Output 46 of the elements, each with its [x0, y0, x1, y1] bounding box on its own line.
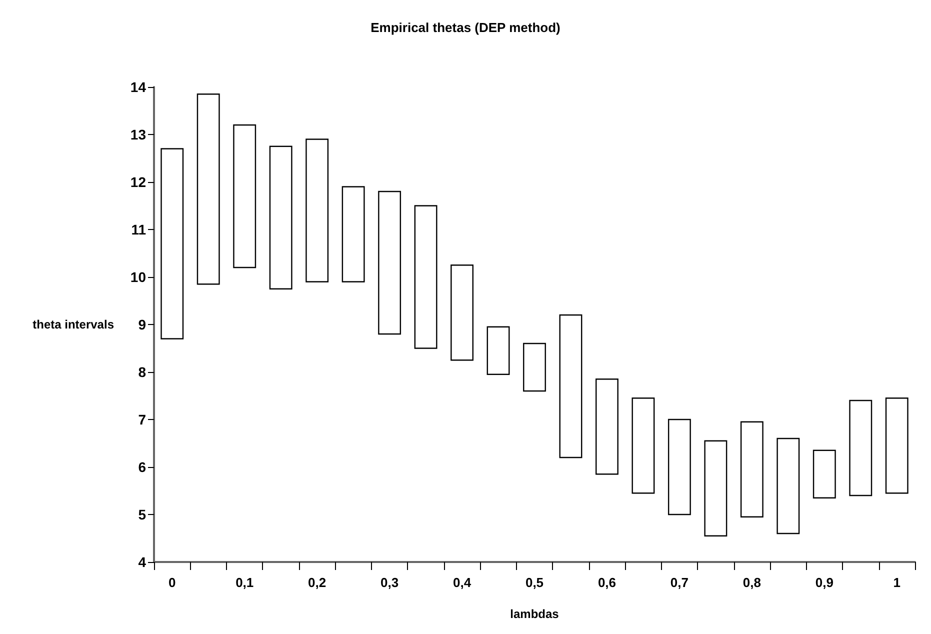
x-tick-label: 0	[168, 575, 176, 590]
bar	[414, 205, 438, 349]
y-axis-title: theta intervals	[32, 318, 114, 332]
y-tick-label: 9	[138, 316, 146, 332]
y-tick-label: 4	[138, 554, 146, 570]
bar	[596, 378, 618, 475]
bar	[233, 124, 256, 268]
x-tick-label: 0,4	[452, 575, 472, 590]
chart-title: Empirical thetas (DEP method)	[370, 20, 560, 35]
y-tick-label: 10	[130, 269, 146, 285]
bar	[342, 186, 365, 282]
bar	[704, 440, 728, 536]
bar	[740, 421, 764, 518]
bar	[559, 314, 582, 458]
x-tick-label: 0,9	[815, 575, 834, 590]
x-tick-label: 0,2	[308, 575, 326, 590]
bar	[632, 398, 655, 494]
y-tick-label: 12	[130, 174, 146, 190]
y-tick-label: 7	[138, 412, 146, 428]
bar	[306, 138, 329, 282]
x-tick-label: 0,1	[236, 575, 254, 590]
x-tick-label: 0,5	[525, 575, 544, 590]
y-tick-label: 11	[131, 222, 146, 238]
x-tick-label: 0,3	[380, 575, 399, 590]
x-tick-label: 0,6	[598, 575, 616, 590]
y-tick-label: 5	[138, 506, 146, 522]
bar	[269, 146, 292, 290]
bar	[668, 418, 691, 516]
bar	[450, 264, 474, 361]
x-tick-label: 0,8	[742, 575, 761, 590]
bar	[849, 400, 872, 496]
y-tick-label: 14	[130, 79, 146, 95]
x-axis-title: lambdas	[510, 607, 560, 621]
y-tick-label: 13	[130, 126, 146, 142]
bar	[812, 450, 836, 498]
y-tick-label: 6	[138, 459, 146, 475]
x-tick-label: 1	[893, 575, 900, 590]
bar	[378, 190, 402, 335]
y-tick-label: 8	[138, 364, 146, 380]
bar	[486, 326, 510, 375]
bar	[523, 342, 546, 392]
bar	[160, 148, 184, 340]
x-tick-label: 0,7	[670, 575, 688, 590]
bar	[776, 438, 800, 534]
bar	[885, 398, 908, 494]
bar	[196, 94, 220, 285]
